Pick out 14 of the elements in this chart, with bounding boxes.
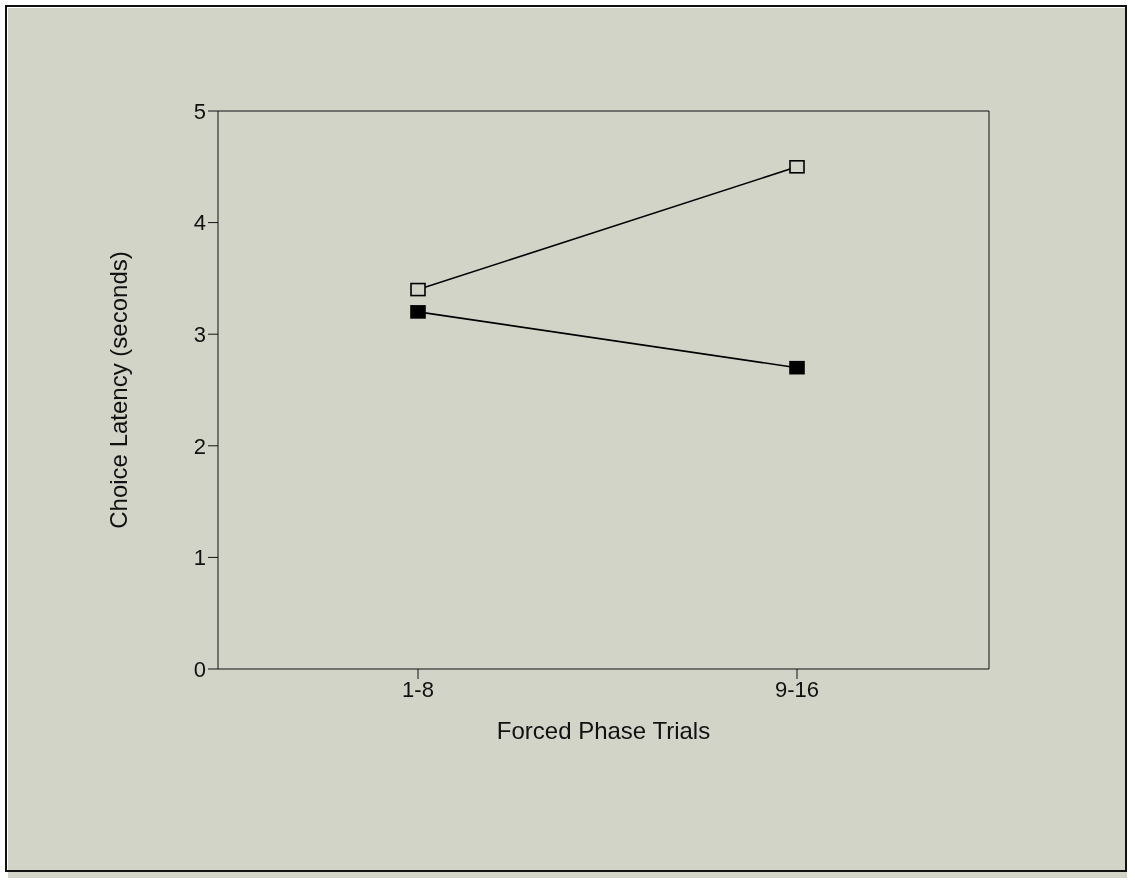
y-tick-label: 4 [193, 210, 206, 236]
y-tick-label: 1 [193, 545, 206, 571]
y-tick-label: 0 [193, 656, 206, 682]
x-tick-label: 9-16 [774, 676, 820, 702]
x-axis-title: Forced Phase Trials [496, 717, 711, 744]
point [410, 305, 426, 319]
y-axis-title: Choice Latency (seconds) [104, 251, 132, 529]
point [789, 360, 805, 375]
point [789, 160, 805, 174]
x-tick-label: 1-8 [402, 676, 434, 702]
y-tick-label: 3 [193, 322, 206, 348]
point [410, 282, 426, 297]
y-tick-label: 5 [193, 98, 206, 124]
y-tick-label: 2 [193, 433, 206, 459]
